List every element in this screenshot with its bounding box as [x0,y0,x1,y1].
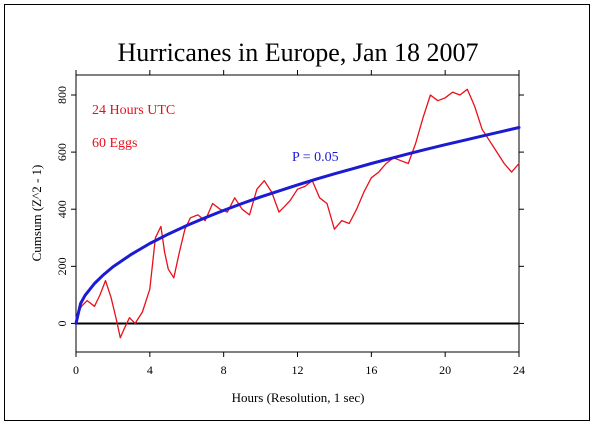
y-tick-label: 0 [55,320,69,326]
x-tick-label: 4 [147,363,153,377]
cumsum-line [75,88,520,339]
x-tick-label: 0 [73,363,79,377]
annotation-hours: 24 Hours UTC [92,103,175,118]
chart-svg: Hurricanes in Europe, Jan 18 2007 0 4 8 12 1… [29,38,525,405]
y-tick-label: 200 [55,257,69,275]
y-tick-label: 800 [55,86,69,104]
p05-envelope-line [74,126,521,325]
x-tick-label: 16 [365,363,377,377]
annotation-probability: P = 0.05 [292,150,339,165]
y-tick-label: 600 [55,143,69,161]
chart-frame: Hurricanes in Europe, Jan 18 2007 0 4 8 12 1… [4,4,590,421]
x-tick-label: 8 [221,363,227,377]
chart-title: Hurricanes in Europe, Jan 18 2007 [117,38,478,67]
x-tick-label: 20 [439,363,451,377]
x-tick-label: 12 [292,363,304,377]
y-tick-label: 400 [55,200,69,218]
y-axis-label: Cumsum (Z^2 - 1) [29,165,44,262]
x-axis-label: Hours (Resolution, 1 sec) [232,390,365,405]
axis-ticks: 0 4 8 12 16 20 24 0 200 400 600 800 [55,70,525,377]
x-tick-label: 24 [513,363,525,377]
series-layer [74,88,521,339]
annotation-eggs: 60 Eggs [92,136,138,151]
